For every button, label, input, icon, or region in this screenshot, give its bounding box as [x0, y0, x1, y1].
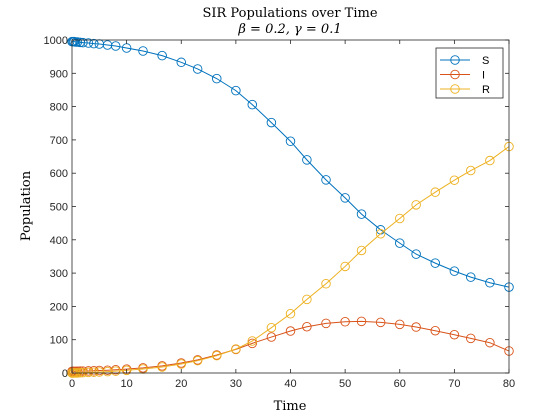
legend-label: I	[482, 70, 485, 82]
data-point-r	[340, 261, 350, 272]
legend-entry-s: S	[440, 55, 489, 67]
y-tick-label: 900	[50, 68, 68, 80]
data-point-i	[449, 329, 460, 340]
chart-subtitle: β = 0.2, γ = 0.1	[237, 22, 341, 37]
data-point-s	[449, 266, 460, 276]
data-point-s	[395, 238, 405, 248]
data-point-r	[466, 165, 476, 176]
x-tick-label: 20	[175, 378, 187, 390]
data-point-r	[321, 279, 331, 289]
data-point-s	[266, 117, 277, 128]
x-tick-label: 40	[284, 378, 296, 390]
legend-box	[435, 47, 504, 99]
data-point-s	[411, 249, 421, 259]
y-tick-label: 300	[50, 268, 68, 280]
data-point-r	[485, 155, 495, 166]
data-point-s	[212, 73, 222, 84]
x-tick-label: 0	[69, 378, 75, 390]
data-point-i	[375, 317, 386, 328]
data-point-s	[72, 37, 83, 47]
legend: SIR	[435, 47, 504, 99]
legend-marker	[450, 69, 460, 80]
data-point-r	[83, 367, 94, 378]
legend-marker	[450, 55, 460, 65]
legend-label: R	[482, 84, 490, 96]
data-point-s	[231, 85, 241, 96]
data-point-i	[395, 319, 405, 330]
series-layer	[67, 36, 514, 378]
data-point-r	[430, 187, 441, 197]
data-point-r	[121, 365, 132, 376]
data-point-r	[285, 308, 296, 319]
data-point-i	[340, 316, 350, 327]
data-point-i	[285, 326, 296, 336]
data-point-r	[411, 200, 421, 210]
y-tick-label: 700	[50, 135, 68, 147]
data-point-s	[89, 38, 99, 49]
data-point-i	[302, 321, 312, 332]
data-point-i	[266, 332, 277, 342]
data-point-r	[302, 294, 312, 305]
data-point-r	[89, 367, 99, 377]
data-point-s	[157, 50, 167, 61]
data-point-i	[411, 322, 421, 332]
data-point-s	[83, 38, 94, 48]
data-point-s	[466, 272, 476, 282]
data-point-i	[430, 325, 441, 336]
data-point-r	[231, 344, 241, 354]
data-point-i	[321, 318, 331, 329]
data-point-r	[395, 213, 405, 224]
data-point-r	[212, 350, 222, 361]
data-point-s	[430, 258, 441, 268]
data-point-s	[302, 155, 312, 165]
data-point-s	[340, 193, 350, 203]
data-point-s	[138, 46, 148, 56]
x-tick-label: 10	[121, 378, 133, 390]
data-point-r	[247, 336, 258, 346]
data-point-r	[375, 229, 386, 239]
legend-entry-r: R	[440, 84, 490, 96]
x-tick-label: 30	[230, 378, 242, 390]
y-tick-label: 800	[50, 102, 68, 114]
x-tick-label: 60	[394, 378, 406, 390]
data-point-s	[285, 136, 296, 146]
data-point-r	[110, 366, 121, 376]
data-point-s	[321, 175, 331, 185]
data-point-r	[356, 245, 367, 256]
y-tick-label: 400	[50, 235, 68, 247]
data-point-s	[247, 99, 258, 110]
data-point-s	[110, 41, 121, 51]
data-point-s	[192, 64, 203, 74]
data-point-i	[466, 333, 476, 344]
data-point-r	[266, 322, 277, 333]
x-axis-label: Time	[274, 399, 307, 414]
y-tick-label: 0	[62, 368, 68, 380]
y-axis-label: Population	[19, 170, 34, 241]
data-point-s	[356, 209, 367, 219]
data-point-i	[356, 316, 367, 327]
data-point-r	[157, 362, 167, 372]
y-tick-label: 500	[50, 202, 68, 214]
data-point-r	[176, 359, 186, 369]
data-point-s	[78, 37, 88, 48]
y-tick-label: 200	[50, 301, 68, 313]
legend-marker	[450, 84, 460, 94]
chart-title: SIR Populations over Time	[202, 6, 377, 21]
x-tick-label: 50	[339, 378, 351, 390]
y-tick-label: 1000	[44, 35, 68, 47]
data-point-s	[485, 278, 495, 288]
legend-label: S	[482, 55, 489, 67]
x-tick-label: 70	[448, 378, 460, 390]
data-point-r	[192, 355, 203, 366]
ticks-layer: 0 10 20 30 40 50 60 70 8001002003004005006007008…	[44, 35, 516, 390]
legend-entry-i: I	[440, 70, 485, 82]
y-tick-label: 600	[50, 168, 68, 180]
x-tick-label: 80	[503, 378, 515, 390]
y-tick-label: 100	[50, 335, 68, 347]
data-point-r	[449, 175, 460, 185]
data-point-s	[176, 57, 186, 68]
data-point-i	[485, 337, 495, 348]
